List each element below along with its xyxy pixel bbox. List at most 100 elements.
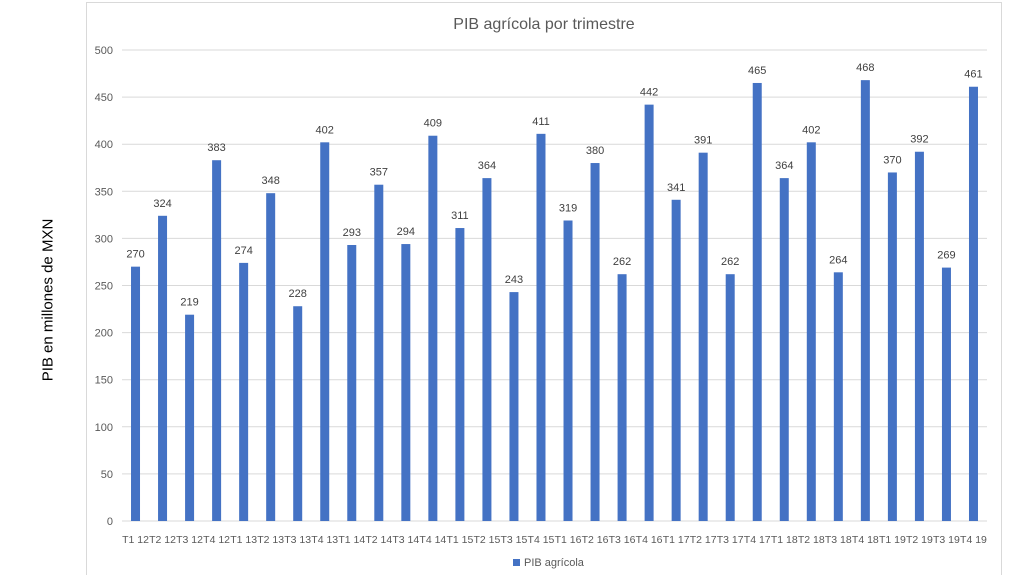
- x-tick-label: T4 18: [852, 534, 879, 546]
- data-label: 262: [613, 256, 631, 268]
- x-tick-label: T2 18: [798, 534, 825, 546]
- data-label: 324: [153, 198, 171, 210]
- bar: [401, 244, 411, 521]
- x-tick-label: T2 12: [149, 534, 176, 546]
- bar: [833, 272, 843, 521]
- data-label: 465: [748, 65, 766, 77]
- data-label: 409: [424, 118, 442, 130]
- y-tick-label: 250: [95, 281, 113, 293]
- data-label: 341: [667, 182, 685, 194]
- data-label: 370: [883, 154, 901, 166]
- bar: [320, 142, 330, 522]
- data-label: 391: [694, 135, 712, 147]
- chart-title: PIB agrícola por trimestre: [453, 16, 635, 33]
- x-tick-label: T4 17: [744, 534, 771, 546]
- bar: [482, 178, 492, 521]
- legend: PIB agrícola: [513, 557, 585, 569]
- x-tick-label: T1 17: [663, 534, 690, 546]
- bar: [455, 228, 465, 521]
- data-label: 294: [397, 226, 415, 238]
- x-tick-label: T4 15: [528, 534, 555, 546]
- legend-label: PIB agrícola: [524, 557, 585, 569]
- bar: [158, 215, 168, 522]
- x-tick-label: T3 17: [717, 534, 744, 546]
- bar: [968, 86, 978, 521]
- x-tick-label: T3 18: [825, 534, 852, 546]
- data-label: 270: [126, 249, 144, 261]
- bar: [239, 262, 249, 521]
- y-tick-label: 100: [95, 422, 113, 434]
- x-tick-label: T2 15: [473, 534, 500, 546]
- x-tick-label: T4 19: [960, 534, 987, 546]
- data-label: 357: [370, 167, 388, 179]
- bar: [266, 193, 276, 521]
- bar: [806, 142, 816, 522]
- x-tick-label: T1 18: [771, 534, 798, 546]
- x-tick-label: T1 13: [230, 534, 257, 546]
- y-tick-labels: 0 50 100 150 200 250 300 350 400 450 500: [95, 45, 113, 528]
- x-tick-labels: T1 12 T2 12 T3 12 T4 12 T1 13 T2 13 T3 13 T4 13…: [122, 534, 987, 546]
- gridlines: [122, 49, 987, 522]
- x-tick-label: T3 12: [176, 534, 203, 546]
- x-tick-label: T3 16: [609, 534, 636, 546]
- x-tick-label: T2 16: [582, 534, 609, 546]
- bar: [887, 172, 897, 521]
- bar: [725, 274, 735, 521]
- bar: [212, 160, 222, 522]
- legend-swatch: [513, 559, 520, 566]
- bar: [779, 178, 789, 521]
- x-tick-label: T4 13: [311, 534, 338, 546]
- y-tick-label: 300: [95, 233, 113, 245]
- x-tick-label: T1 16: [555, 534, 582, 546]
- bar: [185, 314, 195, 521]
- data-label: 402: [316, 124, 334, 136]
- data-label: 243: [505, 274, 523, 286]
- data-label: 383: [207, 142, 225, 154]
- bar: [509, 292, 519, 521]
- x-tick-label: T3 19: [933, 534, 960, 546]
- data-label: 264: [829, 254, 847, 266]
- x-tick-label: T2 14: [365, 534, 392, 546]
- data-label: 442: [640, 87, 658, 99]
- y-tick-label: 150: [95, 375, 113, 387]
- y-tick-label: 50: [101, 469, 113, 481]
- data-label: 319: [559, 203, 577, 215]
- y-axis-label-container: PIB en millones de MXN: [0, 0, 86, 575]
- data-label: 348: [261, 175, 279, 187]
- x-tick-label: T1 14: [338, 534, 365, 546]
- x-tick-label: T2 13: [257, 534, 284, 546]
- bar: [914, 151, 924, 521]
- x-tick-label: T3 15: [501, 534, 528, 546]
- data-label: 461: [964, 69, 982, 81]
- y-tick-label: 450: [95, 92, 113, 104]
- x-tick-label: T3 13: [284, 534, 311, 546]
- data-labels: 270 324 219 383 274 348 228 402 293 357 294 409 311 3…: [126, 62, 982, 309]
- bar: [644, 104, 654, 522]
- x-tick-label: T3 14: [392, 534, 419, 546]
- data-label: 392: [910, 134, 928, 146]
- bar: [617, 274, 627, 521]
- x-tick-label: T1 12: [122, 534, 149, 546]
- y-tick-label: 350: [95, 186, 113, 198]
- data-label: 262: [721, 256, 739, 268]
- x-tick-label: T4 14: [419, 534, 446, 546]
- y-axis-label: PIB en millones de MXN: [39, 218, 57, 382]
- x-tick-label: T2 19: [906, 534, 933, 546]
- bar: [752, 82, 762, 521]
- bar: [941, 267, 951, 521]
- data-label: 380: [586, 145, 604, 157]
- x-tick-label: T2 17: [690, 534, 717, 546]
- x-tick-label: T4 12: [203, 534, 230, 546]
- data-label: 219: [180, 297, 198, 309]
- data-label: 402: [802, 124, 820, 136]
- x-tick-label: T1 19: [879, 534, 906, 546]
- x-tick-label: T1 15: [446, 534, 473, 546]
- data-label: 364: [478, 160, 496, 172]
- data-label: 411: [532, 116, 550, 128]
- bars: [131, 80, 978, 522]
- data-label: 274: [234, 245, 252, 257]
- bar: [293, 306, 303, 521]
- chart-area: PIB agrícola por trimestre 0 50 100 150 200 2…: [86, 2, 1002, 575]
- data-label: 269: [937, 250, 955, 262]
- y-tick-label: 500: [95, 45, 113, 57]
